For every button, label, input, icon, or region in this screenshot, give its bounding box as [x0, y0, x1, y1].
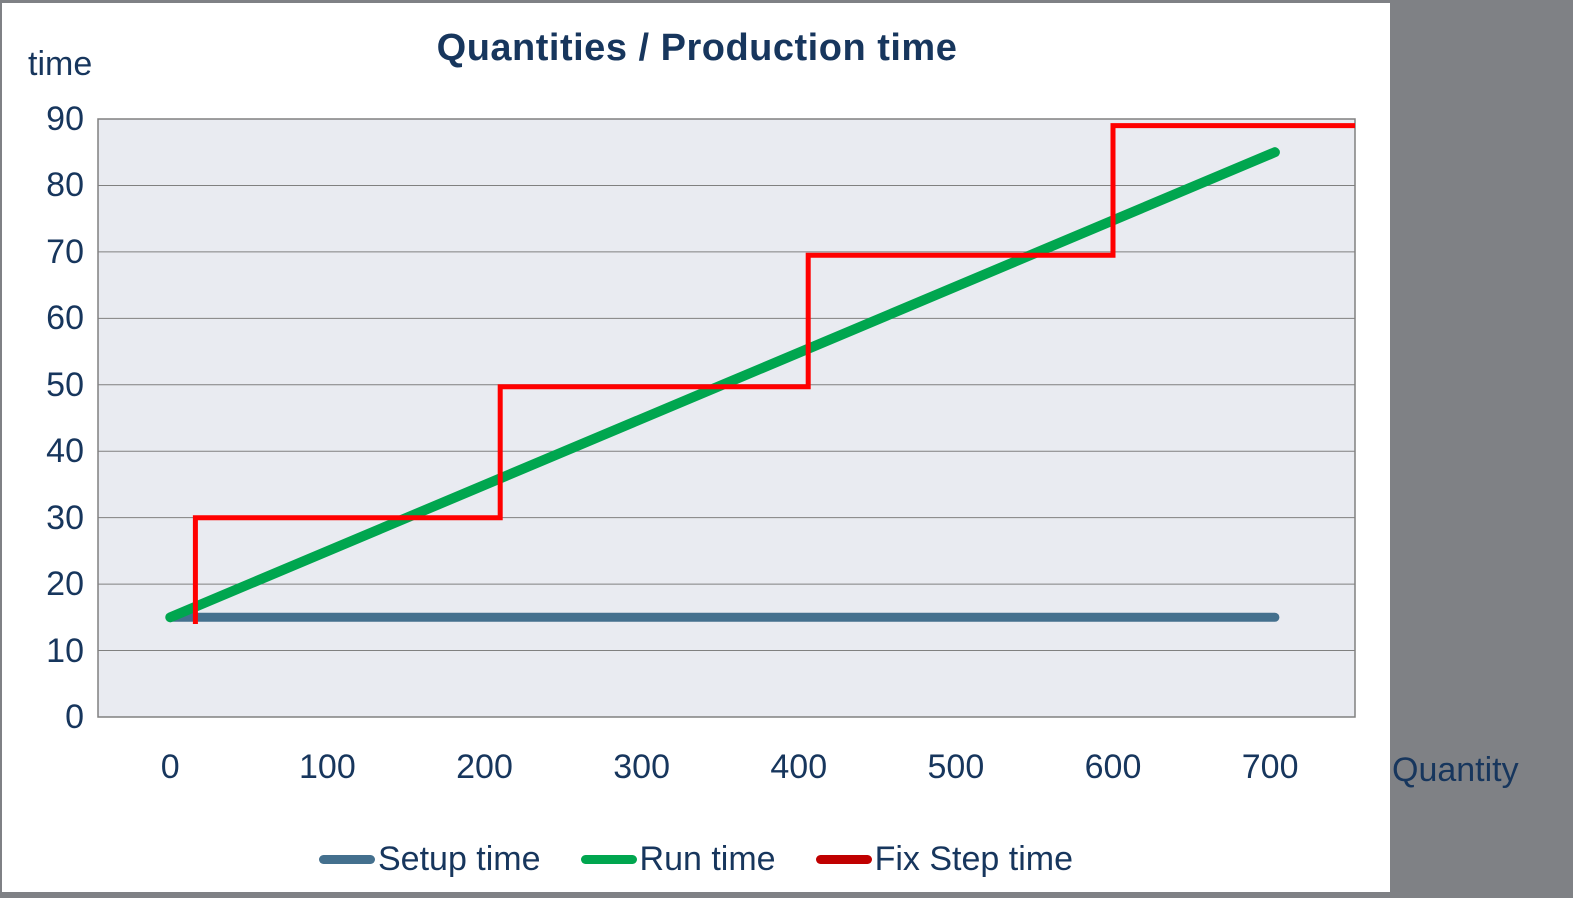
legend-item-setup-time: Setup time — [319, 840, 541, 879]
plot-border — [97, 118, 1356, 718]
legend: Setup time Run time Fix Step time — [2, 836, 1390, 882]
y-tick-label: 20 — [46, 565, 84, 604]
x-tick-label: 500 — [927, 748, 985, 786]
y-axis-title: time — [28, 45, 93, 83]
x-axis-title: Quantity — [1392, 751, 1519, 789]
legend-marker-setup-time — [319, 854, 375, 864]
x-tick-label: 300 — [613, 748, 670, 786]
legend-marker-run-time — [580, 854, 637, 864]
legend-label: Fix Step time — [874, 839, 1073, 878]
x-tick-label: 400 — [770, 748, 828, 786]
legend-item-fix-step-time: Fix Step time — [815, 839, 1073, 879]
x-tick-label: 700 — [1241, 748, 1299, 786]
x-tick-label: 0 — [160, 748, 180, 786]
y-tick-label: 40 — [46, 432, 84, 471]
x-tick-label: 600 — [1084, 748, 1142, 786]
legend-label: Setup time — [378, 839, 541, 878]
y-tick-label: 0 — [65, 698, 84, 736]
y-tick-label: 80 — [46, 166, 84, 205]
y-tick-label: 90 — [46, 100, 84, 138]
legend-marker-fix-step-time — [815, 854, 872, 864]
y-tick-label: 10 — [46, 631, 84, 670]
y-tick-label: 60 — [46, 299, 84, 338]
y-tick-label: 50 — [46, 365, 84, 404]
series-fix-step-time — [192, 123, 1355, 624]
chart-canvas: Quantities / Production time time 0 10 20 3… — [2, 3, 1390, 892]
plot-area — [98, 119, 1355, 717]
chart-title: Quantities / Production time — [436, 27, 958, 69]
chart-plot — [97, 118, 1356, 718]
x-tick-label: 200 — [456, 748, 513, 786]
legend-item-run-time: Run time — [580, 839, 776, 879]
y-tick-label: 70 — [46, 232, 84, 271]
legend-label: Run time — [639, 839, 776, 878]
x-tick-label: 100 — [299, 748, 356, 786]
y-tick-label: 30 — [46, 498, 84, 537]
